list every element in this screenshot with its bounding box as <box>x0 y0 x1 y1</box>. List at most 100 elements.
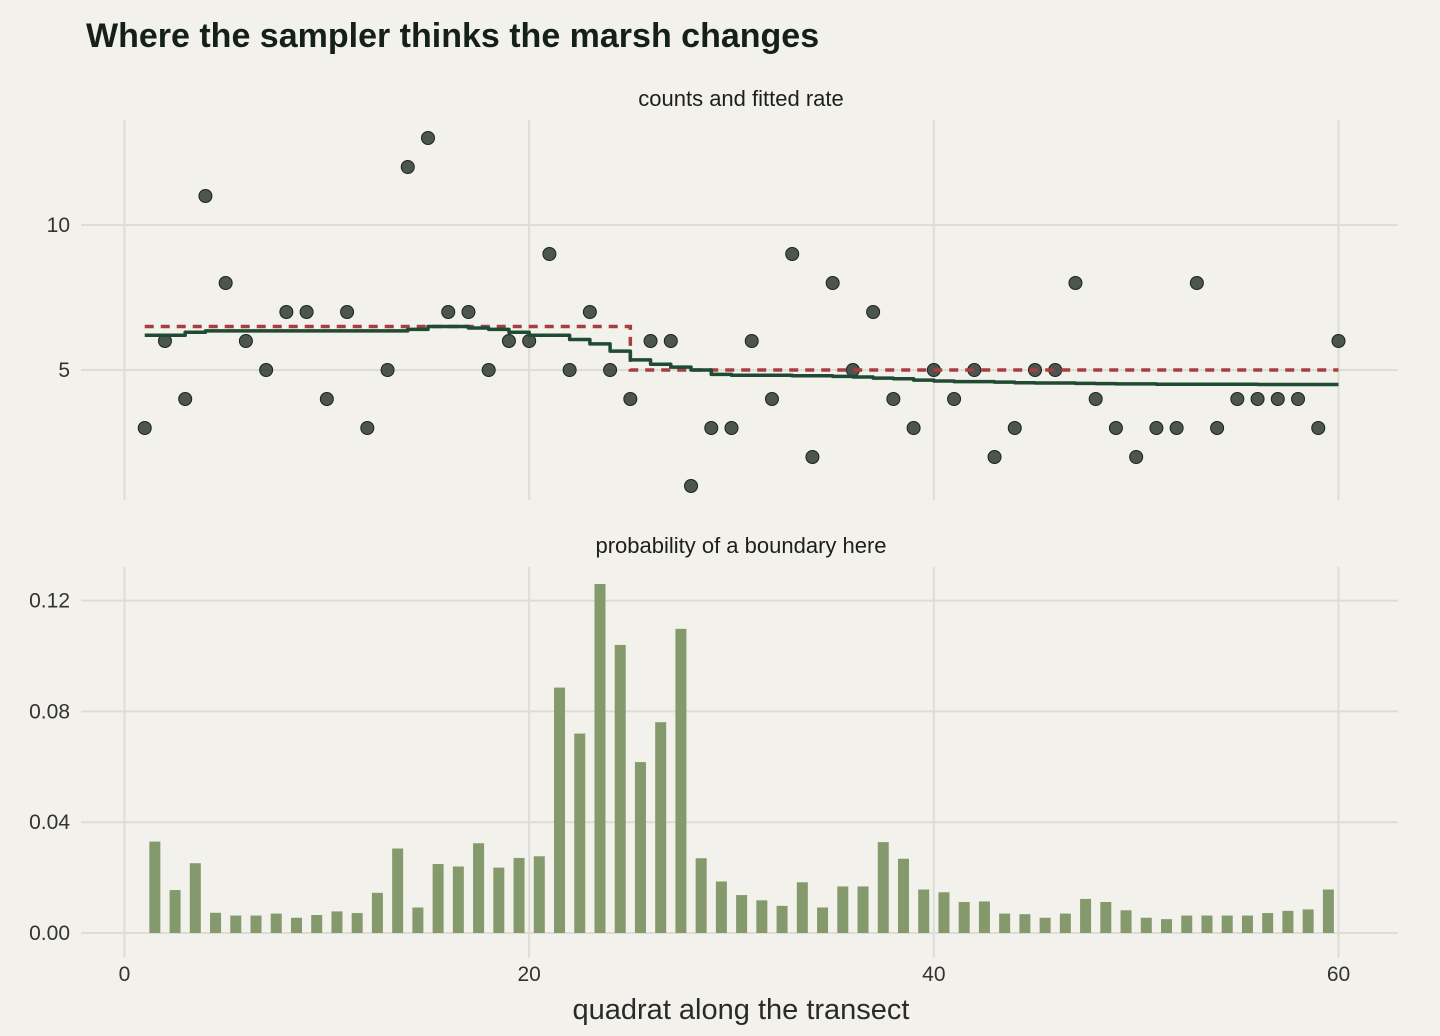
counts-panel-title: counts and fitted rate <box>638 86 843 111</box>
probability-bar <box>230 915 242 933</box>
probability-bar <box>938 892 950 933</box>
probability-bar <box>1282 910 1294 933</box>
probability-bar <box>210 912 222 933</box>
probability-bar <box>149 841 161 933</box>
count-point <box>198 189 213 203</box>
count-point <box>866 305 881 319</box>
probability-bar <box>634 762 646 933</box>
probability-bar <box>736 895 748 933</box>
probability-bar <box>1161 919 1173 933</box>
count-point <box>603 363 618 377</box>
probability-bar <box>675 628 687 933</box>
count-point <box>1068 276 1083 290</box>
probability-bar <box>493 867 505 933</box>
probability-bar <box>270 913 282 933</box>
probability-bar <box>331 911 343 933</box>
counts-y-tick-label: 10 <box>47 214 70 237</box>
probability-bar <box>999 913 1011 933</box>
chart-title: Where the sampler thinks the marsh chang… <box>86 17 819 55</box>
probability-bar <box>1140 917 1152 933</box>
count-point <box>1291 392 1306 406</box>
probability-bar <box>169 890 181 933</box>
probability-y-tick-label: 0.00 <box>29 922 70 945</box>
probability-bar <box>857 886 869 933</box>
count-point <box>805 450 820 464</box>
probability-bar <box>978 901 990 933</box>
probability-bar <box>452 866 464 933</box>
probability-bar <box>371 892 383 933</box>
probability-bar <box>1039 917 1051 933</box>
x-tick-labels: 0 20 40 60 <box>119 963 1351 986</box>
probability-bar <box>897 858 909 933</box>
count-point <box>1108 421 1123 435</box>
probability-bar <box>1080 898 1092 933</box>
count-point <box>400 160 415 174</box>
probability-bar <box>473 843 485 933</box>
probability-bar <box>1221 915 1233 933</box>
probability-bar <box>1322 889 1334 933</box>
counts-grid <box>81 120 1398 500</box>
count-point <box>360 421 375 435</box>
probability-bar <box>958 901 970 933</box>
count-point <box>137 421 152 435</box>
count-point <box>1270 392 1285 406</box>
count-point <box>1210 421 1225 435</box>
count-point <box>178 392 193 406</box>
probability-bar <box>614 644 626 933</box>
count-point <box>481 363 496 377</box>
count-point <box>340 305 355 319</box>
probability-bar <box>1262 913 1274 933</box>
count-point <box>238 334 253 348</box>
probability-bar <box>392 848 404 933</box>
count-point <box>886 392 901 406</box>
count-point <box>987 450 1002 464</box>
count-point <box>299 305 314 319</box>
count-point <box>704 421 719 435</box>
count-point <box>744 334 759 348</box>
probability-bar <box>918 889 930 933</box>
count-point <box>441 305 456 319</box>
probability-bar <box>574 733 586 933</box>
count-point <box>1088 392 1103 406</box>
probability-bar <box>1181 915 1193 933</box>
x-tick-label: 60 <box>1327 963 1350 986</box>
count-point <box>1169 421 1184 435</box>
count-point <box>380 363 395 377</box>
count-point <box>1230 392 1245 406</box>
probability-bar <box>877 842 889 933</box>
probability-y-tick-labels: 0.00 0.04 0.08 0.12 <box>29 590 70 945</box>
probability-bar <box>695 858 707 933</box>
count-point <box>1189 276 1204 290</box>
probability-panel: probability of a boundary here 0.00 0.04 0… <box>29 533 1398 986</box>
count-point <box>1129 450 1144 464</box>
count-point <box>643 334 658 348</box>
count-point <box>724 421 739 435</box>
count-point <box>825 276 840 290</box>
count-point <box>764 392 779 406</box>
count-point <box>623 392 638 406</box>
probability-bar <box>250 915 262 933</box>
segment-mean-dashed-line <box>144 324 1339 372</box>
probability-bar <box>412 907 424 933</box>
probability-bar <box>351 913 363 933</box>
counts-panel: counts and fitted rate 5 10 <box>47 86 1398 500</box>
x-tick-label: 40 <box>922 963 945 986</box>
count-point <box>218 276 233 290</box>
x-tick-label: 0 <box>119 963 131 986</box>
probability-panel-title: probability of a boundary here <box>595 533 886 558</box>
counts-y-tick-labels: 5 10 <box>47 214 70 382</box>
probability-bar <box>533 856 545 933</box>
probability-bar <box>311 914 323 933</box>
probability-bar <box>432 864 444 933</box>
probability-y-tick-label: 0.04 <box>29 811 70 834</box>
probability-bar <box>1019 914 1031 933</box>
count-point <box>947 392 962 406</box>
count-point <box>542 247 557 261</box>
count-point <box>259 363 274 377</box>
fitted-rate-line <box>144 324 1339 387</box>
probability-bar <box>554 687 566 933</box>
count-point <box>663 334 678 348</box>
probability-bar <box>1302 909 1314 933</box>
count-point <box>562 363 577 377</box>
